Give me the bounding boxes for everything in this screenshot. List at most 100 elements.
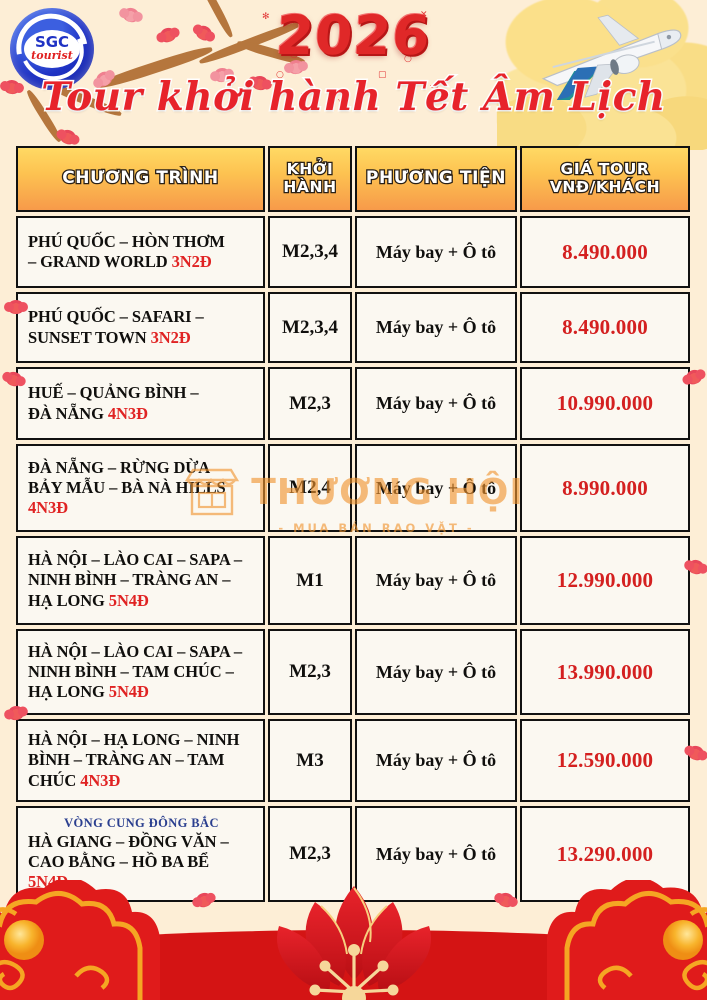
- cell-price: 8.490.000: [520, 292, 690, 363]
- cell-transport-text: Máy bay + Ô tô: [375, 661, 497, 682]
- table-row: ĐÀ NẴNG – RỪNG DỪA BẢY MẪU – BÀ NÀ HILLS 4…: [16, 444, 692, 532]
- program-line: CHÚC 4N3Đ: [28, 770, 121, 790]
- table-header-row: CHƯƠNG TRÌNH KHỞI HÀNH PHƯƠNG TIỆN GIÁ T…: [16, 146, 692, 212]
- cell-price-text: 8.990.000: [562, 475, 648, 500]
- cell-departure-text: M2,3,4: [282, 316, 338, 338]
- year-heading: 2026: [274, 4, 433, 67]
- cell-transport-text: Máy bay + Ô tô: [375, 570, 497, 590]
- table-row: HÀ NỘI – LÀO CAI – SAPA – NINH BÌNH – TAM…: [16, 629, 692, 715]
- cell-transport-text: Máy bay + Ô tô: [375, 393, 497, 413]
- program-line: HÀ GIANG – ĐỒNG VĂN –: [28, 831, 229, 851]
- program-line: NINH BÌNH – TRÀNG AN –: [28, 570, 231, 590]
- blossom-icon: [4, 300, 28, 314]
- cell-departure-text: M2,3: [289, 843, 331, 864]
- cell-program: HUẾ – QUẢNG BÌNH – ĐÀ NẴNG 4N3Đ: [16, 367, 265, 440]
- cell-price-text: 13.290.000: [556, 841, 654, 866]
- table-header-transport: PHƯƠNG TIỆN: [355, 146, 517, 212]
- cell-program: PHÚ QUỐC – SAFARI – SUNSET TOWN 3N2Đ: [16, 292, 265, 363]
- blossom-icon: [57, 127, 79, 147]
- cell-program: ĐÀ NẴNG – RỪNG DỪA BẢY MẪU – BÀ NÀ HILLS 4…: [16, 444, 265, 532]
- cell-price-text: 13.990.000: [556, 659, 654, 684]
- program-line: NINH BÌNH – TAM CHÚC –: [28, 661, 234, 681]
- header-price-line-2: VNĐ/KHÁCH: [549, 177, 661, 197]
- header-departure-line-2: HÀNH: [282, 177, 337, 197]
- cell-departure-text: M1: [296, 569, 324, 591]
- cell-departure-text: M2,3,4: [282, 241, 338, 262]
- program-line: 5N4Đ: [28, 872, 68, 892]
- cell-departure: M2,3: [268, 806, 352, 902]
- program-line: HUẾ – QUẢNG BÌNH –: [28, 383, 199, 403]
- cell-price: 8.990.000: [520, 444, 690, 532]
- cell-program: PHÚ QUỐC – HÒN THƠM – GRAND WORLD 3N2Đ: [16, 216, 265, 288]
- cell-transport: Máy bay + Ô tô: [355, 536, 517, 625]
- header-departure-line-1: KHỞI: [285, 159, 334, 179]
- cell-transport-text: Máy bay + Ô tô: [375, 241, 497, 262]
- red-band-decor: [0, 930, 707, 1000]
- cell-price: 13.290.000: [520, 806, 690, 902]
- table-header-departure: KHỞI HÀNH: [268, 146, 352, 212]
- cell-price: 13.990.000: [520, 629, 690, 715]
- program-line: HÀ NỘI – LÀO CAI – SAPA –: [28, 550, 243, 570]
- program-line: BẢY MẪU – BÀ NÀ HILLS: [28, 477, 226, 497]
- cell-program: HÀ NỘI – HẠ LONG – NINH BÌNH – TRÀNG AN –…: [16, 719, 265, 802]
- page-title: Tour khởi hành Tết Âm Lịch: [40, 73, 667, 122]
- program-duration: 5N4Đ: [108, 682, 149, 702]
- program-line: ĐÀ NẴNG 4N3Đ: [28, 403, 148, 423]
- table-row: PHÚ QUỐC – HÒN THƠM – GRAND WORLD 3N2Đ M2,…: [16, 216, 692, 288]
- cell-price-text: 12.590.000: [556, 748, 654, 772]
- table-header-program: CHƯƠNG TRÌNH: [16, 146, 265, 212]
- header-program-label: CHƯƠNG TRÌNH: [61, 167, 220, 189]
- cell-program: HÀ NỘI – LÀO CAI – SAPA – NINH BÌNH – TAM…: [16, 629, 265, 715]
- cell-transport-text: Máy bay + Ô tô: [375, 477, 497, 498]
- cell-transport: Máy bay + Ô tô: [355, 292, 517, 363]
- cell-departure: M2,3: [268, 629, 352, 715]
- cell-departure: M2,3,4: [268, 216, 352, 288]
- cell-price: 8.490.000: [520, 216, 690, 288]
- table-header-price: GIÁ TOUR VNĐ/KHÁCH: [520, 146, 690, 212]
- table-row: HÀ NỘI – HẠ LONG – NINH BÌNH – TRÀNG AN –…: [16, 719, 692, 802]
- cell-transport-text: Máy bay + Ô tô: [375, 750, 497, 770]
- cell-transport-text: Máy bay + Ô tô: [375, 317, 497, 337]
- program-line: HẠ LONG 5N4Đ: [28, 682, 149, 702]
- cell-transport: Máy bay + Ô tô: [355, 444, 517, 532]
- program-duration: 3N2Đ: [150, 327, 191, 347]
- program-line: HÀ NỘI – LÀO CAI – SAPA –: [28, 641, 243, 661]
- cell-transport-text: Máy bay + Ô tô: [375, 843, 497, 864]
- cell-price-text: 10.990.000: [556, 391, 654, 415]
- cell-price: 12.990.000: [520, 536, 690, 625]
- header-transport-label: PHƯƠNG TIỆN: [365, 167, 507, 189]
- cell-transport: Máy bay + Ô tô: [355, 806, 517, 902]
- table-row: PHÚ QUỐC – SAFARI – SUNSET TOWN 3N2Đ M2,3,…: [16, 292, 692, 363]
- program-duration: 4N3Đ: [107, 403, 148, 423]
- header-departure-label: KHỞI HÀNH: [282, 159, 337, 197]
- program-line: PHÚ QUỐC – HÒN THƠM: [28, 231, 225, 251]
- program-prefix: VÒNG CUNG ĐÔNG BẮC: [64, 815, 219, 830]
- table-row: VÒNG CUNG ĐÔNG BẮC HÀ GIANG – ĐỒNG VĂN – C…: [16, 806, 692, 902]
- cell-departure: M2,3,4: [268, 292, 352, 363]
- cell-price: 12.590.000: [520, 719, 690, 802]
- cell-price-text: 8.490.000: [562, 315, 648, 339]
- cell-departure: M2,4: [268, 444, 352, 532]
- cell-departure: M1: [268, 536, 352, 625]
- header-price-line-1: GIÁ TOUR: [559, 159, 650, 179]
- table-row: HUẾ – QUẢNG BÌNH – ĐÀ NẴNG 4N3Đ M2,3 Máy ba…: [16, 367, 692, 440]
- cell-departure-text: M2,3: [289, 661, 331, 682]
- cell-transport: Máy bay + Ô tô: [355, 367, 517, 440]
- cell-price-text: 12.990.000: [556, 568, 654, 592]
- cell-price: 10.990.000: [520, 367, 690, 440]
- program-duration: 5N4Đ: [28, 872, 68, 892]
- cell-program: VÒNG CUNG ĐÔNG BẮC HÀ GIANG – ĐỒNG VĂN – C…: [16, 806, 265, 902]
- table-body: PHÚ QUỐC – HÒN THƠM – GRAND WORLD 3N2Đ M2,…: [16, 216, 692, 902]
- program-line: BÌNH – TRÀNG AN – TAM: [28, 750, 225, 770]
- cell-departure-text: M3: [296, 749, 324, 771]
- tour-table: CHƯƠNG TRÌNH KHỞI HÀNH PHƯƠNG TIỆN GIÁ T…: [16, 146, 692, 906]
- cell-price-text: 8.490.000: [562, 239, 648, 264]
- program-line: ĐÀ NẴNG – RỪNG DỪA: [28, 457, 211, 477]
- cell-departure: M3: [268, 719, 352, 802]
- cell-transport: Máy bay + Ô tô: [355, 719, 517, 802]
- program-duration: 5N4Đ: [108, 590, 149, 610]
- cell-departure: M2,3: [268, 367, 352, 440]
- cell-departure-text: M2,4: [289, 477, 331, 498]
- program-line: SUNSET TOWN 3N2Đ: [28, 327, 191, 347]
